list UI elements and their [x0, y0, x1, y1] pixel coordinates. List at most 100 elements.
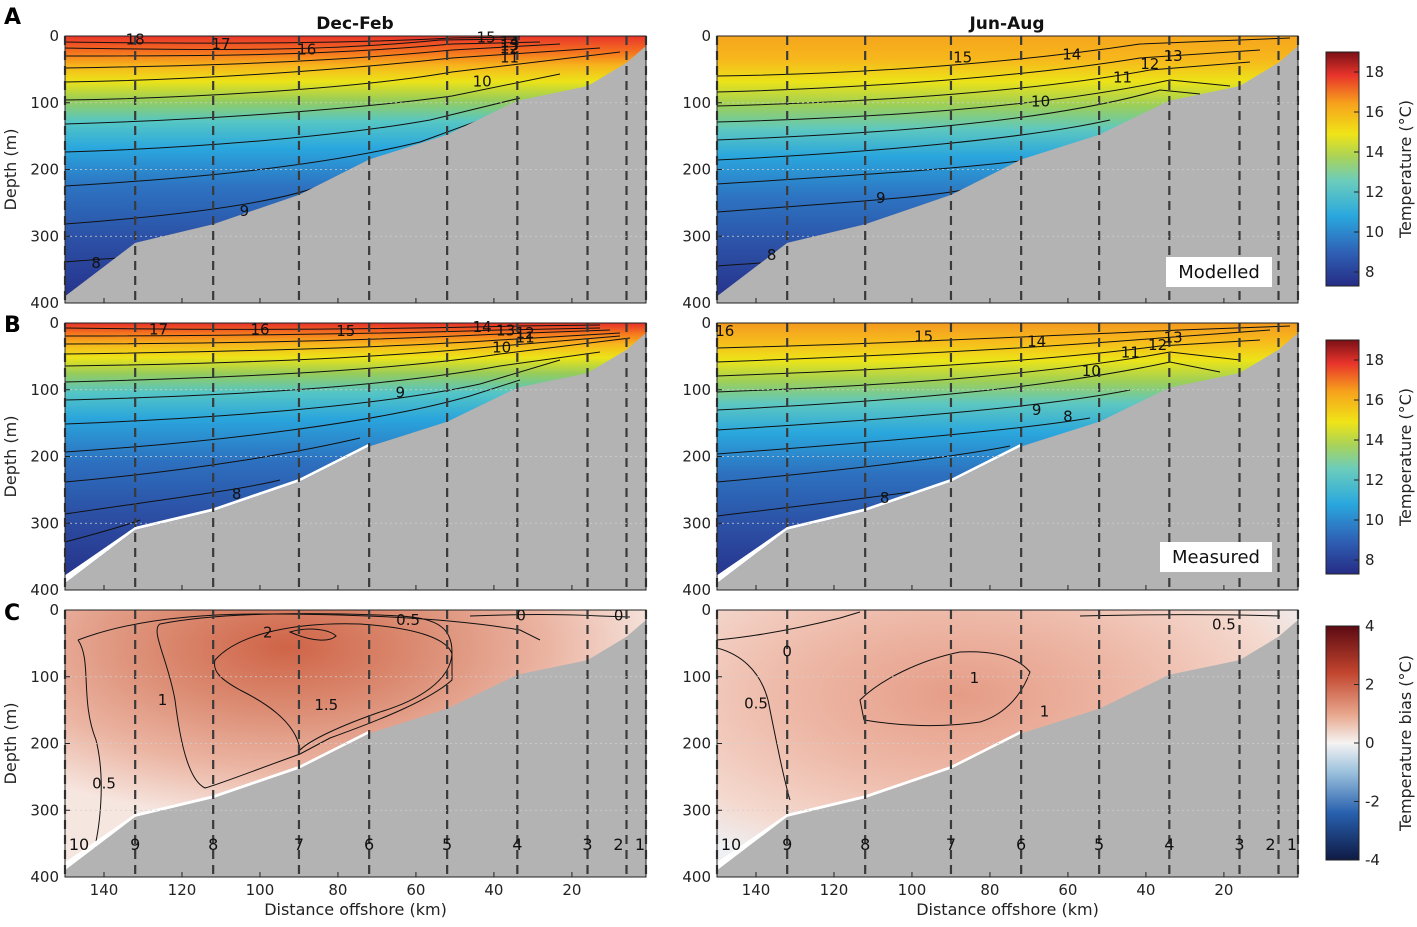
station-lines	[63, 323, 648, 590]
station-number-10: 10	[69, 835, 89, 854]
colorbar-ticks: 8 10 12 14 16 18	[1354, 63, 1384, 281]
contour-label: 10	[492, 339, 511, 357]
contour-label: 1.5	[314, 696, 338, 714]
xtick-label: 60	[406, 881, 425, 899]
xtick-label: 140	[742, 881, 771, 899]
ytick-label: 400	[30, 581, 59, 599]
contour-label: 16	[297, 40, 316, 58]
contour-label: 0	[782, 642, 792, 660]
y-axis-label: Depth (m)	[1, 703, 20, 785]
ytick-label: 200	[682, 161, 711, 179]
ytick-label: 300	[30, 514, 59, 532]
contour-label: 0.5	[744, 695, 768, 713]
contour-label: 12	[1148, 336, 1167, 354]
contour-label: 8	[880, 489, 890, 507]
contour-label: 13	[1164, 47, 1183, 65]
contour-label: 10	[473, 72, 492, 90]
contour-label: 16	[250, 321, 269, 339]
ytick-label: 400	[682, 581, 711, 599]
contour-labels: 15 14 13 12 11 10 9 8	[767, 46, 1183, 264]
station-number-4: 4	[1164, 835, 1174, 854]
station-number-7: 7	[294, 835, 304, 854]
panel-label-b: B	[4, 313, 21, 338]
colorbar-modelled: 8 10 12 14 16 18 Temperature (°C)	[1325, 51, 1415, 287]
colorbar-tick-label: 16	[1365, 391, 1384, 409]
station-number-4: 4	[512, 835, 522, 854]
station-number-8: 8	[860, 835, 870, 854]
xtick-label: 80	[980, 881, 999, 899]
seabed	[717, 46, 1298, 303]
measured-tag-box	[1160, 542, 1272, 572]
station-number-2: 2	[1265, 835, 1275, 854]
x-axis-label: Distance offshore (km)	[916, 900, 1099, 919]
contour-label: 11	[516, 329, 535, 347]
contour-label: 0	[614, 606, 624, 624]
station-number-7: 7	[946, 835, 956, 854]
colorbar-gradient	[1325, 625, 1360, 861]
station-number-5: 5	[442, 835, 452, 854]
station-lines	[715, 610, 1300, 877]
ytick-label: 100	[30, 668, 59, 686]
colorbar-measured: 8 10 12 14 16 18 Temperature (°C)	[1325, 339, 1415, 575]
contour-label: 12	[516, 324, 535, 342]
xtick-label: 40	[1136, 881, 1155, 899]
colorbar-tick-label: 18	[1365, 63, 1384, 81]
seabed	[65, 46, 646, 303]
ytick-label: 400	[682, 294, 711, 312]
ytick-label: 200	[30, 735, 59, 753]
station-numbers: 10 9 8 7 6 5 4 3 2 1	[69, 835, 645, 854]
panel-label-c: C	[4, 601, 20, 626]
modelled-tag-box	[1166, 257, 1272, 287]
ytick-label: 100	[682, 94, 711, 112]
station-number-5: 5	[1094, 835, 1104, 854]
station-number-3: 3	[1234, 835, 1244, 854]
contour-label: 0.5	[396, 611, 420, 629]
contour-label: 0	[516, 606, 526, 624]
contour-label: 11	[500, 48, 519, 66]
xtick-label: 140	[90, 881, 119, 899]
colorbar-tick-label: 14	[1365, 431, 1384, 449]
colorbar-label: Temperature bias (°C)	[1396, 655, 1415, 832]
contour-label: 15	[336, 322, 355, 340]
contour-label: 8	[767, 246, 777, 264]
colorbar-tick-label: -2	[1365, 793, 1380, 811]
contour-label: 15	[953, 48, 972, 66]
ytick-label: 300	[682, 227, 711, 245]
column-title-jun-aug: Jun-Aug	[968, 14, 1044, 34]
contour-label: 8	[91, 254, 101, 272]
ytick-label: 100	[682, 381, 711, 399]
contour-label: 8	[232, 485, 242, 503]
xtick-label: 120	[820, 881, 849, 899]
contour-label: 17	[149, 321, 168, 339]
ytick-label: 300	[682, 514, 711, 532]
ytick-label: 300	[30, 227, 59, 245]
ytick-label: 200	[30, 161, 59, 179]
contour-label: 0.5	[1212, 616, 1236, 634]
ytick-label: 0	[49, 27, 59, 45]
ytick-label: 0	[49, 314, 59, 332]
contour-label: 14	[473, 318, 492, 336]
colorbar-tick-label: 2	[1365, 676, 1375, 694]
colorbar-tick-label: 8	[1365, 551, 1375, 569]
station-lines	[63, 36, 648, 303]
contour-label: 14	[1027, 333, 1046, 351]
station-number-2: 2	[613, 835, 623, 854]
ytick-label: 200	[682, 448, 711, 466]
panel-c-dec-feb: 21.510.5 0 00.5 10 9 8 7 6 5 4 3 2 1	[63, 606, 648, 878]
ytick-label: 400	[682, 868, 711, 886]
colorbar-gradient	[1325, 51, 1360, 287]
xtick-label: 20	[1214, 881, 1233, 899]
station-lines	[715, 323, 1300, 590]
ytick-label: 200	[682, 735, 711, 753]
contour-label: 1	[158, 691, 168, 709]
station-number-10: 10	[721, 835, 741, 854]
colorbar-tick-label: 8	[1365, 263, 1375, 281]
colorbar-ticks: -4 -2 0 2 4	[1354, 617, 1380, 869]
xtick-label: 100	[898, 881, 927, 899]
ytick-label: 0	[701, 314, 711, 332]
contour-label: 12	[1140, 55, 1159, 73]
